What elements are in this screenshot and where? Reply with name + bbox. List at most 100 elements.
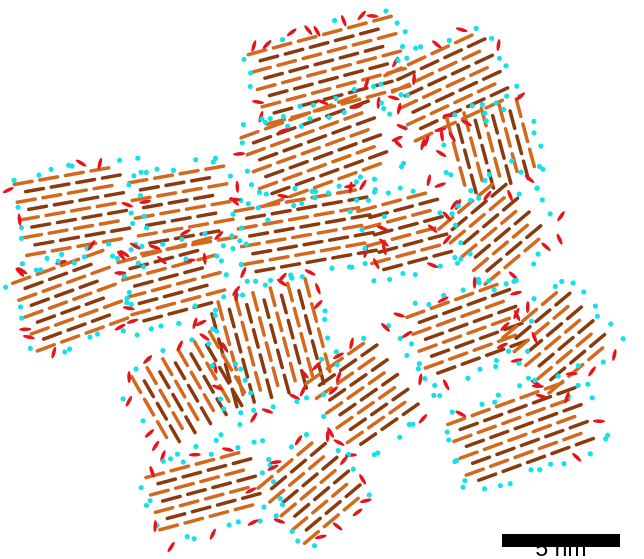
rod bbox=[453, 143, 458, 160]
rod bbox=[201, 477, 218, 482]
ligand bbox=[524, 174, 536, 184]
rod bbox=[260, 318, 265, 335]
solvent-dot bbox=[244, 278, 250, 284]
rod bbox=[221, 453, 238, 458]
rod bbox=[80, 310, 97, 316]
rod bbox=[497, 401, 514, 407]
solvent-dot bbox=[147, 498, 153, 504]
rod bbox=[564, 405, 581, 411]
ligand bbox=[455, 26, 468, 33]
solvent-dot bbox=[539, 196, 546, 203]
rod bbox=[393, 389, 408, 399]
rod bbox=[421, 61, 437, 69]
rod bbox=[487, 259, 501, 271]
rod bbox=[475, 246, 489, 258]
rod bbox=[86, 250, 103, 256]
rod bbox=[212, 202, 230, 205]
rod bbox=[176, 363, 185, 379]
rod bbox=[94, 186, 112, 189]
rod bbox=[307, 259, 325, 262]
rod bbox=[333, 156, 350, 162]
solvent-dot bbox=[58, 251, 65, 258]
rod bbox=[145, 399, 154, 415]
rod bbox=[248, 50, 265, 55]
rod bbox=[527, 226, 541, 238]
solvent-dot bbox=[534, 250, 541, 257]
rod bbox=[290, 474, 304, 486]
rod bbox=[485, 414, 502, 420]
rod bbox=[256, 268, 274, 271]
rod bbox=[43, 285, 60, 291]
rod bbox=[421, 121, 437, 129]
rod bbox=[173, 394, 182, 410]
ligand bbox=[17, 213, 22, 225]
rod bbox=[515, 422, 532, 428]
rod bbox=[20, 217, 38, 220]
rod bbox=[192, 507, 209, 512]
rod bbox=[290, 363, 295, 380]
solvent-dot bbox=[322, 308, 328, 314]
rod bbox=[163, 496, 180, 501]
rod bbox=[270, 91, 287, 96]
rod bbox=[375, 230, 392, 235]
rod bbox=[288, 283, 293, 300]
solvent-dot bbox=[110, 253, 116, 259]
rod bbox=[210, 512, 227, 517]
rod bbox=[495, 159, 500, 176]
solvent-dot bbox=[383, 8, 389, 14]
solvent-dot bbox=[174, 451, 181, 458]
rod bbox=[189, 385, 198, 401]
rod bbox=[258, 85, 275, 90]
rod bbox=[515, 451, 532, 457]
rod bbox=[503, 465, 520, 471]
rod bbox=[261, 204, 279, 207]
solvent-dot bbox=[324, 335, 330, 341]
solvent-dot bbox=[148, 326, 154, 332]
rod bbox=[409, 57, 425, 65]
rod bbox=[383, 51, 400, 56]
solvent-dot bbox=[488, 35, 495, 42]
rod bbox=[266, 343, 271, 360]
rod bbox=[295, 346, 300, 363]
solvent-dot bbox=[227, 173, 233, 179]
solvent-dot bbox=[140, 417, 147, 424]
solvent-dot bbox=[530, 295, 537, 302]
ligand bbox=[252, 99, 264, 104]
ligand bbox=[532, 384, 544, 388]
snapshot: 5 nm bbox=[0, 0, 644, 559]
rod bbox=[185, 518, 202, 523]
solvent-dot bbox=[331, 17, 337, 23]
solvent-dot bbox=[505, 348, 512, 355]
rod bbox=[254, 137, 271, 143]
solvent-dot bbox=[241, 56, 247, 62]
solvent-dot bbox=[292, 186, 298, 192]
ligand bbox=[366, 14, 378, 19]
rod bbox=[454, 435, 471, 441]
rod bbox=[283, 491, 297, 503]
rod bbox=[370, 64, 387, 69]
ligand bbox=[587, 365, 597, 377]
rod bbox=[250, 233, 268, 236]
solvent-dot bbox=[396, 434, 403, 441]
rod bbox=[526, 354, 540, 366]
rod bbox=[345, 71, 362, 76]
rod bbox=[333, 485, 347, 497]
rod bbox=[144, 381, 153, 397]
solvent-dot bbox=[513, 83, 520, 90]
rod bbox=[468, 298, 485, 304]
rod bbox=[175, 235, 193, 238]
solvent-dot bbox=[495, 392, 502, 399]
rod bbox=[169, 200, 187, 203]
rod bbox=[450, 353, 467, 359]
solvent-dot bbox=[479, 401, 486, 408]
solvent-dot bbox=[422, 375, 429, 382]
solvent-dot bbox=[594, 313, 601, 320]
rod bbox=[347, 243, 365, 246]
rod bbox=[303, 54, 320, 59]
ligand bbox=[127, 371, 131, 383]
rod bbox=[372, 360, 387, 370]
rod bbox=[313, 501, 327, 513]
rod bbox=[144, 204, 162, 207]
solvent-dot bbox=[279, 36, 285, 42]
rod bbox=[472, 409, 489, 415]
